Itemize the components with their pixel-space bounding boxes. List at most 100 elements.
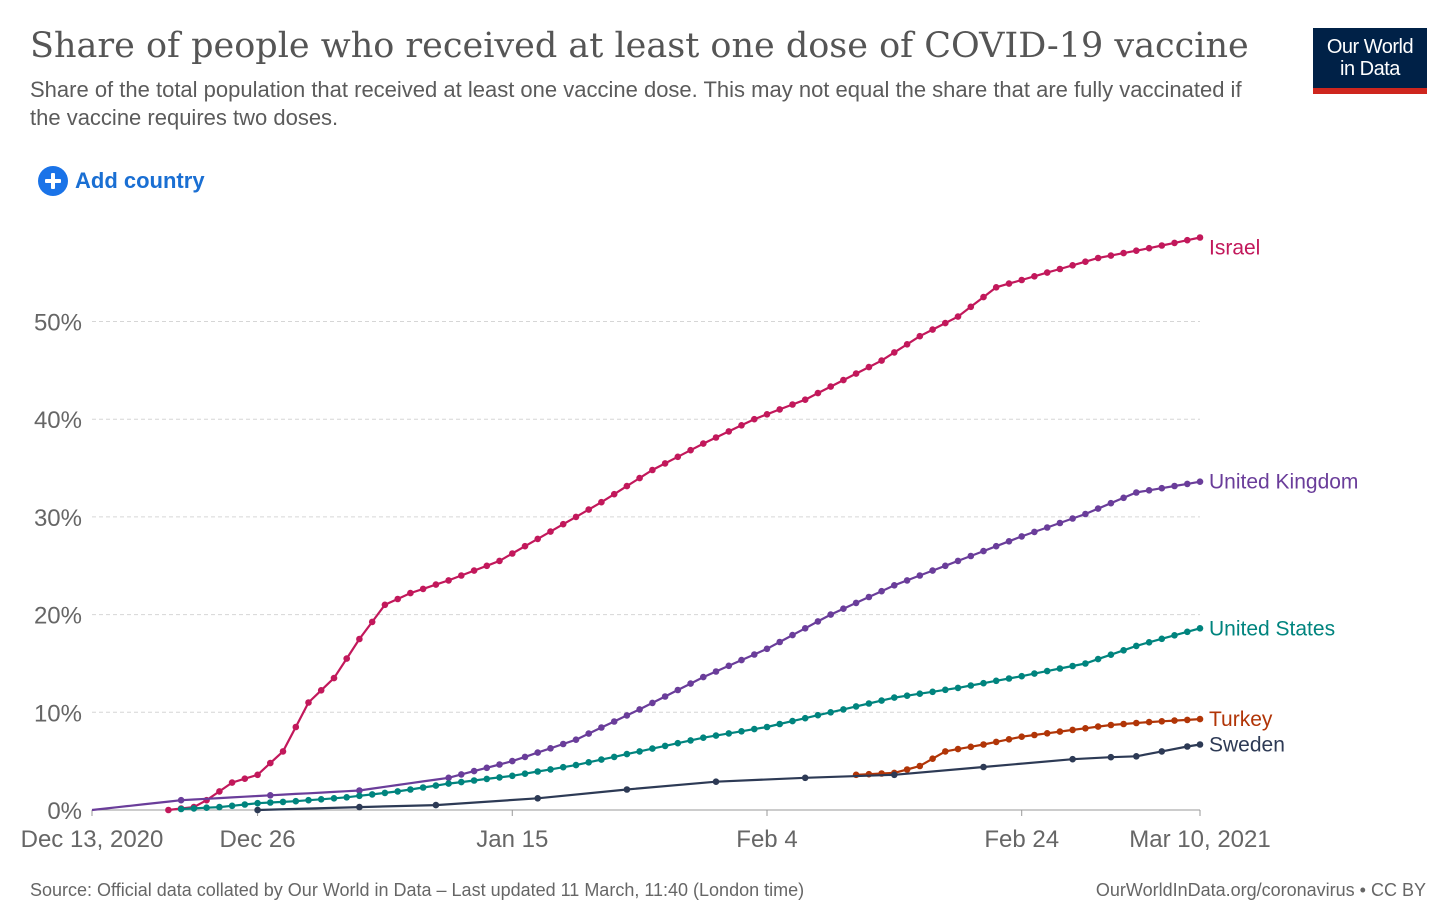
data-point [992,542,1000,550]
data-point [1184,480,1191,488]
data-point [712,668,720,675]
data-point [967,303,975,311]
data-point [381,789,389,797]
data-point [368,791,376,798]
data-point [1120,249,1127,257]
data-point [801,625,809,632]
data-point [725,730,733,737]
data-point [1082,510,1089,518]
data-point [534,795,541,802]
data-point [470,777,478,784]
data-point [776,406,783,413]
add-country-button[interactable]: Add country [38,165,205,197]
data-point [954,745,962,753]
data-point [1196,234,1204,241]
data-point [1107,651,1115,658]
y-axis-ticks: 0% 10% 20% 30% 40% 50% [34,310,82,826]
data-point [852,703,860,710]
data-point [1094,655,1102,663]
data-point [636,474,643,482]
data-point [343,794,351,801]
data-point [712,778,720,785]
data-point [610,753,618,761]
x-tick-label: Feb 4 [736,826,797,853]
data-point [458,778,465,786]
series-united-states [177,625,1204,813]
data-point [674,686,682,694]
data-point [1171,632,1178,639]
data-point [241,775,249,782]
data-point [572,736,580,743]
data-point [585,506,592,513]
data-point [241,801,249,808]
data-point [776,638,783,646]
data-point [1005,736,1013,743]
data-point [878,587,885,595]
data-point [903,577,911,584]
data-point [356,792,363,800]
data-point [763,723,771,731]
chart-subtitle: Share of the total population that recei… [30,77,1242,130]
data-point [177,796,185,804]
data-point [751,651,758,658]
x-tick-label: Dec 13, 2020 [21,826,164,853]
data-point [458,771,465,778]
data-point [840,706,847,713]
data-point [203,804,210,811]
data-point [610,718,618,725]
data-point [1056,665,1064,672]
data-point [1031,670,1038,677]
data-point [903,341,911,348]
data-point [751,725,758,733]
data-point [483,764,491,772]
logo-line-2: in Data [1340,58,1400,80]
data-point [165,806,172,814]
series-label[interactable]: United States [1209,617,1335,640]
data-point [1069,262,1076,269]
x-tick-label: Dec 26 [220,826,296,853]
data-point [674,453,682,461]
data-point [801,714,809,722]
data-point [700,734,707,741]
data-point [738,422,745,429]
data-point [1069,726,1076,734]
data-point [483,562,491,570]
data-point [891,771,898,779]
data-point [751,415,758,423]
data-point [279,798,287,806]
data-point [254,799,261,807]
series-label[interactable]: Israel [1209,236,1260,259]
series-label[interactable]: Turkey [1209,708,1273,731]
data-point [1196,625,1204,632]
series-label[interactable]: Sweden [1209,734,1285,757]
data-point [763,645,771,653]
data-point [496,557,503,565]
series-label[interactable]: United Kingdom [1209,471,1358,494]
data-point [789,401,796,408]
line-chart[interactable]: 0% 10% 20% 30% 40% 50% Dec 13, 2020 Dec 26 Jan … [0,0,1456,870]
data-point [521,542,529,550]
data-point [394,788,402,795]
credit-link[interactable]: OurWorldInData.org/coronavirus • CC BY [1095,880,1426,900]
data-point [1069,515,1076,522]
data-point [916,690,924,697]
data-point [1133,753,1140,760]
data-point [559,520,567,528]
x-tick-label: Feb 24 [984,826,1059,853]
data-point [216,803,223,811]
data-point [228,779,236,786]
data-point [1094,505,1102,512]
data-point [1018,276,1025,284]
data-point [356,787,363,794]
source-note: Source: Official data collated by Our Wo… [30,880,805,900]
data-point [254,806,261,814]
data-point [1031,528,1038,536]
data-point [368,618,376,626]
owid-logo[interactable]: Our World in Data [1313,28,1427,94]
data-point [674,739,682,747]
data-point [216,788,223,795]
data-point [1107,721,1115,729]
data-point [470,567,478,574]
data-point [1069,662,1076,670]
data-point [1133,247,1140,254]
